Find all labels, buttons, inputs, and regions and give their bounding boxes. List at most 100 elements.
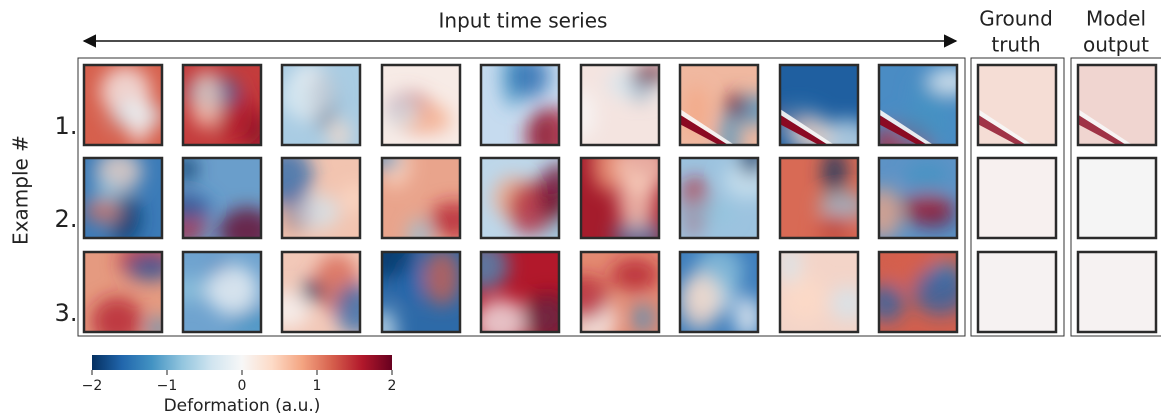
fault-edge — [879, 109, 934, 145]
panel-texture — [581, 258, 659, 332]
panel-border — [678, 156, 760, 240]
panel-texture — [282, 253, 360, 332]
blob — [927, 68, 957, 94]
panel-border — [1076, 156, 1158, 240]
panel-texture — [879, 160, 956, 238]
blob — [481, 252, 509, 291]
blob — [719, 110, 741, 145]
panel — [183, 158, 261, 238]
panel-bg — [1078, 158, 1156, 238]
panel — [680, 65, 758, 145]
panel-border — [579, 250, 661, 334]
blob — [183, 276, 207, 303]
panel-border — [82, 63, 164, 147]
panel-bg — [978, 252, 1056, 332]
panel-texture — [382, 158, 460, 238]
panel — [382, 252, 460, 332]
panel-border — [280, 63, 362, 147]
model-output-label: output — [1083, 33, 1149, 57]
panel-border — [976, 63, 1058, 147]
colorbar-tick-label: −1 — [157, 378, 178, 394]
panel-border — [1076, 63, 1158, 147]
panel-border — [380, 156, 462, 240]
blob — [610, 258, 659, 292]
blob — [783, 277, 827, 323]
panel-border — [181, 63, 263, 147]
panel-border — [976, 156, 1058, 240]
truth-frame — [970, 57, 1065, 337]
panel-border — [380, 250, 462, 334]
blob — [630, 65, 659, 85]
row-label: 1. — [55, 112, 78, 140]
blob — [327, 119, 351, 145]
blob — [879, 283, 905, 322]
panel — [581, 158, 659, 238]
panel-bg — [1078, 65, 1156, 145]
colorbar-tick-label: 2 — [388, 378, 397, 394]
panel — [481, 252, 559, 332]
panel — [481, 65, 559, 145]
panel — [84, 252, 162, 332]
panel — [84, 158, 162, 238]
blob — [341, 184, 360, 213]
panel-border — [877, 250, 959, 334]
panel — [382, 65, 460, 145]
blob — [382, 158, 401, 171]
fault — [680, 114, 729, 145]
blob — [205, 264, 259, 314]
panel-texture — [492, 163, 559, 238]
panel — [978, 65, 1056, 145]
blob — [423, 252, 460, 306]
blob — [581, 89, 596, 140]
blob — [814, 212, 857, 238]
panel-texture — [592, 158, 659, 238]
blob — [481, 298, 529, 332]
fault — [1078, 114, 1127, 145]
fault-edge — [680, 109, 735, 145]
panel — [1078, 252, 1156, 332]
panel — [581, 252, 659, 332]
panel-bg — [1078, 252, 1156, 332]
blob — [334, 282, 360, 332]
blob — [538, 163, 559, 223]
panel-border — [877, 63, 959, 147]
panel — [481, 158, 559, 238]
panel — [282, 252, 360, 332]
row-label: 2. — [55, 205, 78, 233]
blob — [822, 158, 847, 195]
blob — [146, 316, 162, 332]
panel-texture — [91, 252, 162, 332]
panel-border — [976, 250, 1058, 334]
panel — [780, 158, 858, 238]
panel-texture — [481, 252, 559, 332]
panel-texture — [501, 65, 559, 145]
panel-border — [479, 156, 561, 240]
blob — [428, 201, 460, 238]
blob — [905, 160, 949, 192]
blob — [680, 272, 721, 330]
blob — [525, 108, 559, 145]
blob — [382, 252, 413, 280]
blob — [830, 286, 858, 321]
panel — [183, 252, 261, 332]
title: Input time series — [439, 9, 608, 33]
panel-bg — [978, 158, 1056, 238]
fault-edge — [780, 109, 835, 145]
panel — [84, 65, 162, 145]
blob — [901, 193, 954, 224]
panel-texture — [84, 66, 162, 145]
blob — [617, 173, 656, 229]
ground-truth-label: Ground — [979, 7, 1053, 31]
panel-border — [280, 250, 362, 334]
panel-border — [82, 156, 164, 240]
y-label: Example # — [9, 135, 33, 245]
blob — [282, 158, 313, 206]
panels — [82, 63, 1158, 334]
colorbar-label: Deformation (a.u.) — [164, 396, 321, 416]
panel-texture — [680, 158, 758, 234]
blob — [739, 158, 758, 177]
blob — [282, 80, 311, 115]
fault — [780, 114, 829, 145]
colorbar-tick-label: 0 — [238, 378, 247, 394]
panel-border — [678, 250, 760, 334]
